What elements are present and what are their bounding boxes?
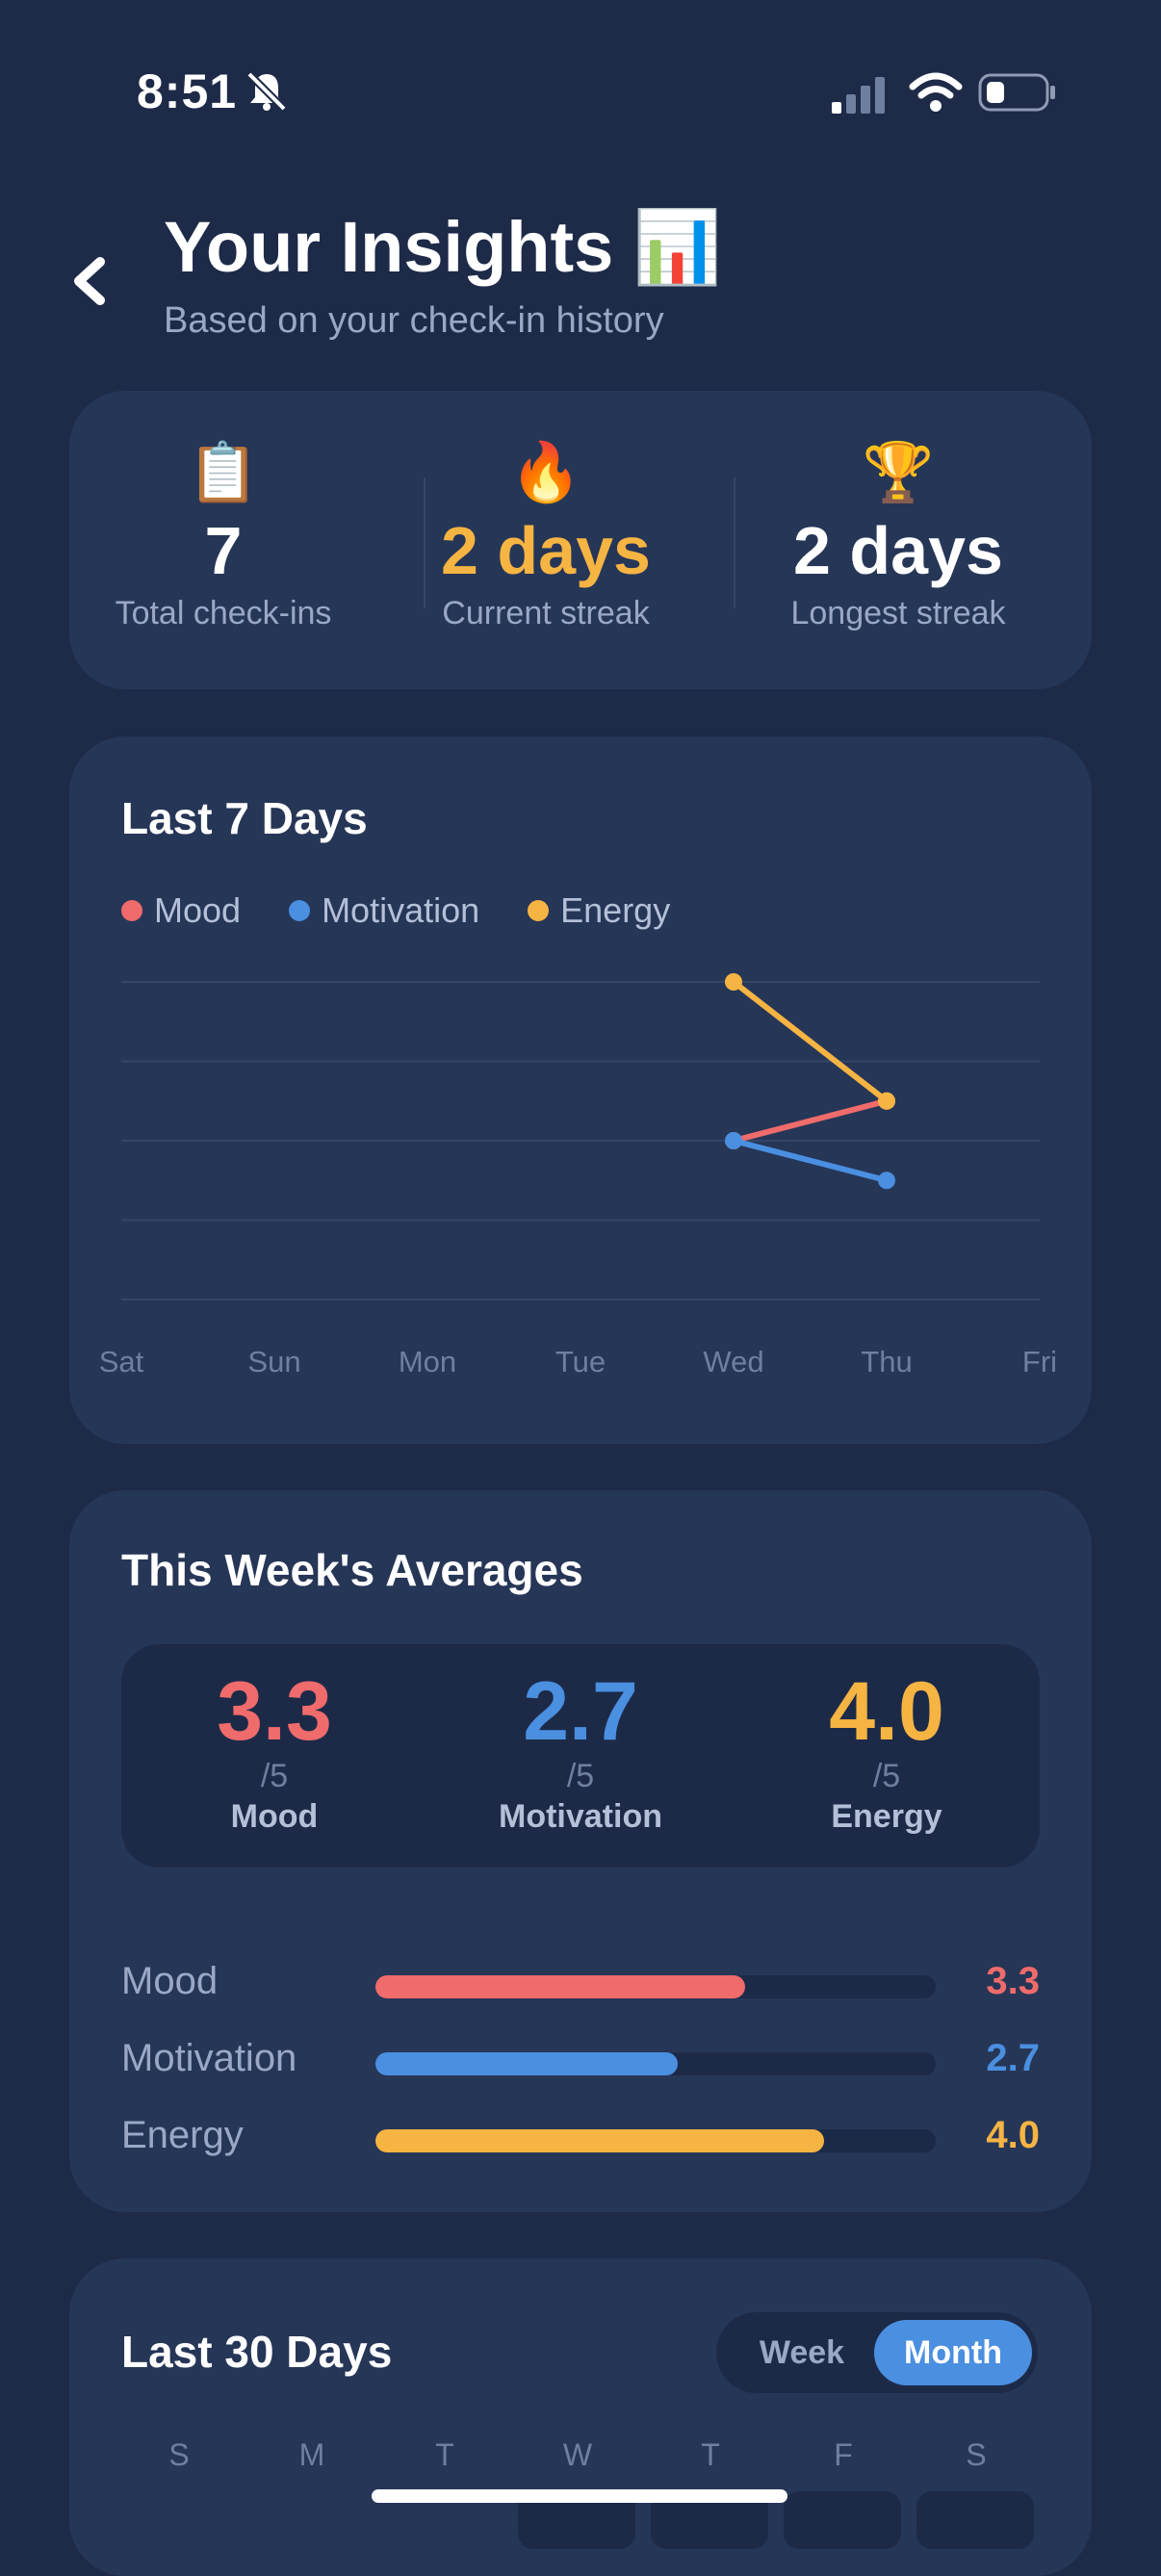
bar-fill-energy — [375, 2129, 824, 2152]
stat-current-streak: 🔥 2 days Current streak — [375, 391, 716, 632]
card-title: Last 7 Days — [121, 793, 368, 843]
legend-label: Motivation — [322, 890, 480, 930]
calendar-day-cell[interactable] — [916, 2491, 1034, 2549]
card-title: This Week's Averages — [121, 1545, 583, 1595]
trophy-icon: 🏆 — [862, 440, 935, 504]
legend-label: Energy — [560, 890, 671, 930]
averages-summary: 3.3 /5 Mood 2.7 /5 Motivation 4.0 /5 Ene… — [121, 1644, 1040, 1868]
wifi-icon — [909, 72, 963, 112]
data-point-motivation — [878, 1172, 895, 1190]
status-time: 8:51 — [137, 64, 238, 118]
series-line-energy — [731, 979, 890, 1104]
legend-swatch — [121, 900, 142, 921]
average-name: Mood — [230, 1798, 319, 1835]
average-denominator: /5 — [260, 1758, 289, 1794]
fire-icon: 🔥 — [509, 440, 582, 504]
weekday-label: S — [966, 2437, 987, 2472]
divider — [734, 477, 735, 608]
average-name: Motivation — [499, 1798, 662, 1835]
series-line-mood — [731, 1097, 890, 1144]
stat-value: 7 — [204, 513, 243, 588]
data-point-energy — [725, 973, 742, 991]
data-point-energy — [878, 1092, 895, 1110]
legend-item-motivation: Motivation — [289, 890, 479, 931]
stat-longest-streak: 🏆 2 days Longest streak — [705, 391, 1092, 632]
calendar-day-cell[interactable] — [784, 2491, 901, 2549]
stat-value: 2 days — [793, 513, 1003, 588]
weekday-label: T — [701, 2437, 720, 2472]
x-tick-label: Mon — [399, 1345, 456, 1378]
bar-value: 3.3 — [986, 1960, 1040, 2002]
x-tick-label: Wed — [703, 1345, 763, 1378]
legend-swatch — [289, 900, 311, 921]
average-name: Energy — [831, 1798, 942, 1835]
bar-row-mood: Mood 3.3 — [121, 1956, 1040, 2014]
average-energy: 4.0 /5 Energy — [734, 1644, 1040, 1836]
page-title: Your Insights 📊 — [164, 206, 722, 290]
chart-emoji-icon: 📊 — [632, 207, 723, 287]
bar-row-energy: Energy 4.0 — [121, 2110, 1040, 2168]
average-denominator: /5 — [872, 1758, 901, 1794]
bar-value: 2.7 — [986, 2037, 1040, 2079]
weekday-label: W — [562, 2437, 593, 2472]
x-tick-label: Sun — [247, 1345, 300, 1378]
clipboard-icon: 📋 — [187, 440, 260, 504]
legend-item-energy: Energy — [528, 890, 670, 931]
bar-label: Energy — [121, 2114, 244, 2156]
toggle-month[interactable]: Month — [874, 2320, 1032, 2385]
bar-fill-motivation — [375, 2052, 679, 2075]
series-line-motivation — [731, 1138, 890, 1184]
weekday-label: S — [168, 2437, 190, 2472]
bar-label: Motivation — [121, 2037, 297, 2079]
stat-total-checkins: 📋 7 Total check-ins — [69, 391, 377, 632]
weekday-label: M — [298, 2437, 325, 2472]
weekday-label: F — [834, 2437, 853, 2472]
legend-swatch — [528, 900, 550, 921]
last-7-days-card: Last 7 Days Mood Motivation Energy Sat Su… — [69, 736, 1092, 1444]
stat-label: Current streak — [442, 595, 650, 631]
bar-track — [375, 2129, 936, 2152]
x-tick-label: Tue — [555, 1345, 606, 1378]
bar-row-motivation: Motivation 2.7 — [121, 2033, 1040, 2091]
cellular-signal-icon — [832, 77, 885, 114]
range-toggle: Week Month — [716, 2312, 1038, 2393]
chart-legend: Mood Motivation Energy — [121, 890, 670, 931]
bar-label: Mood — [121, 1960, 219, 2002]
legend-label: Mood — [154, 890, 242, 930]
average-value: 2.7 — [523, 1665, 638, 1758]
x-tick-label: Sat — [99, 1345, 144, 1378]
divider — [424, 477, 426, 608]
average-mood: 3.3 /5 Mood — [121, 1644, 427, 1836]
card-title: Last 30 Days — [121, 2327, 393, 2377]
line-chart: Sat Sun Mon Tue Wed Thu Fri — [99, 973, 1057, 1378]
stat-label: Longest streak — [790, 595, 1006, 631]
stat-value: 2 days — [441, 513, 651, 588]
battery-icon — [978, 73, 1055, 112]
stats-card: 📋 7 Total check-ins 🔥 2 days Current str… — [69, 391, 1092, 689]
bell-muted-icon — [246, 71, 287, 112]
data-point-motivation — [725, 1132, 742, 1149]
back-chevron-icon[interactable] — [67, 252, 110, 310]
legend-item-mood: Mood — [121, 890, 241, 931]
bar-track — [375, 1975, 936, 1998]
stat-label: Total check-ins — [115, 595, 332, 631]
x-tick-label: Fri — [1022, 1345, 1057, 1378]
average-value: 3.3 — [217, 1665, 332, 1758]
x-tick-label: Thu — [861, 1345, 912, 1378]
bar-fill-mood — [375, 1975, 746, 1998]
toggle-week[interactable]: Week — [759, 2334, 845, 2371]
page-title-text: Your Insights — [164, 207, 614, 287]
average-motivation: 2.7 /5 Motivation — [427, 1644, 734, 1836]
home-indicator[interactable] — [372, 2489, 787, 2503]
page-subtitle: Based on your check-in history — [164, 300, 664, 341]
weekly-averages-card: This Week's Averages 3.3 /5 Mood 2.7 /5 … — [69, 1490, 1092, 2212]
average-denominator: /5 — [566, 1758, 595, 1794]
bar-value: 4.0 — [986, 2114, 1040, 2156]
average-value: 4.0 — [829, 1665, 944, 1758]
bar-track — [375, 2052, 936, 2075]
weekday-label: T — [435, 2437, 454, 2472]
last-30-days-card: Last 30 Days Week Month S M T W T F S — [69, 2258, 1092, 2576]
